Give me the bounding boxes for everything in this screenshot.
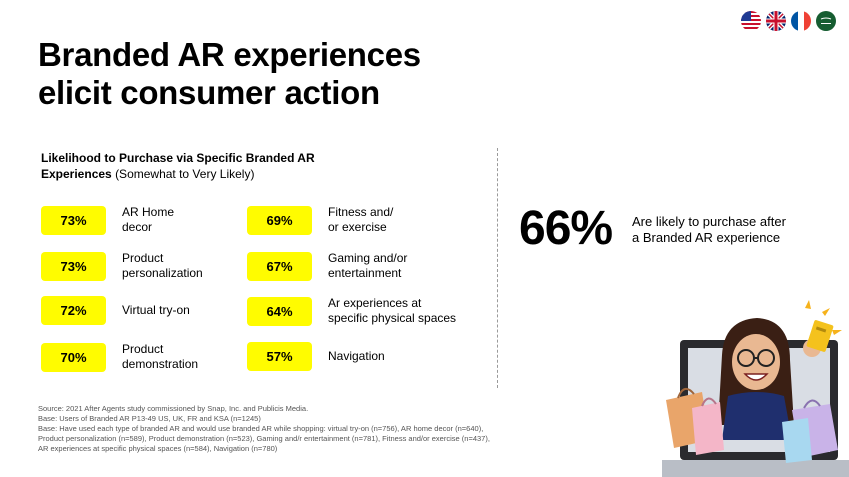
stat-label-line-2: specific physical spaces bbox=[328, 311, 457, 325]
headline-label: Are likely to purchase after a Branded A… bbox=[632, 214, 822, 246]
stat-item: 70% Product demonstration bbox=[41, 342, 198, 372]
chart-title-rest: (Somewhat to Very Likely) bbox=[115, 167, 255, 181]
laptop-base bbox=[662, 460, 849, 477]
headline-label-line-1: Are likely to purchase after bbox=[632, 214, 786, 229]
stat-item: 69% Fitness and/ or exercise bbox=[247, 205, 393, 235]
ksa-flag-icon bbox=[816, 11, 836, 31]
stat-value: 70% bbox=[41, 342, 106, 372]
source-line: Base: Users of Branded AR P13-49 US, UK,… bbox=[38, 414, 261, 423]
stat-item: 73% Product personalization bbox=[41, 251, 203, 281]
headline-label-line-2: a Branded AR experience bbox=[632, 230, 781, 245]
avatar-face bbox=[732, 334, 780, 390]
us-flag-icon bbox=[741, 11, 761, 31]
headline-value: 66% bbox=[519, 202, 613, 255]
stat-label: AR Home decor bbox=[122, 205, 174, 235]
stat-label-line-1: Fitness and/ bbox=[328, 205, 394, 219]
stat-item: 57% Navigation bbox=[247, 342, 385, 371]
stat-label-line-1: Ar experiences at bbox=[328, 296, 422, 310]
source-line: Base: Have used each type of branded AR … bbox=[38, 424, 484, 433]
dashed-divider bbox=[497, 148, 498, 388]
chart-title-bold: Likelihood to Purchase via Specific Bran… bbox=[41, 151, 315, 181]
stat-label: Gaming and/or entertainment bbox=[328, 251, 407, 281]
source-line: Product personalization (n=589), Product… bbox=[38, 434, 490, 443]
fr-flag-icon bbox=[791, 11, 811, 31]
source-line: AR experiences at specific physical spac… bbox=[38, 444, 278, 453]
stat-value: 73% bbox=[41, 205, 106, 235]
uk-flag-icon bbox=[766, 11, 786, 31]
stat-label-line-2: or exercise bbox=[328, 220, 387, 234]
stat-label-line-2: entertainment bbox=[328, 266, 402, 280]
page-title: Branded AR experiences elicit consumer a… bbox=[38, 36, 421, 112]
stat-label: Product personalization bbox=[122, 251, 203, 281]
stat-item: 73% AR Home decor bbox=[41, 205, 174, 235]
stat-label-line-2: decor bbox=[122, 220, 153, 234]
stat-label: Virtual try-on bbox=[122, 303, 190, 318]
stat-item: 67% Gaming and/or entertainment bbox=[247, 251, 407, 281]
source-line: Source: 2021 After Agents study commissi… bbox=[38, 404, 309, 413]
shopping-bag-icon bbox=[692, 402, 724, 455]
stat-label-line-1: Navigation bbox=[328, 349, 385, 363]
stat-value: 57% bbox=[247, 342, 312, 371]
stat-label-line-1: AR Home bbox=[122, 205, 175, 219]
stat-value: 64% bbox=[247, 296, 312, 326]
shopper-laptop-illustration bbox=[662, 300, 849, 477]
stat-label-line-1: Virtual try-on bbox=[122, 303, 190, 317]
stat-label: Product demonstration bbox=[122, 342, 198, 372]
stat-label-line-2: personalization bbox=[122, 266, 203, 280]
credit-card-icon bbox=[806, 320, 834, 352]
stat-label-line-2: demonstration bbox=[122, 357, 199, 371]
avatar-shirt bbox=[722, 392, 792, 440]
stat-value: 72% bbox=[41, 296, 106, 325]
country-flags bbox=[741, 11, 836, 31]
source-notes: Source: 2021 After Agents study commissi… bbox=[38, 404, 628, 454]
stat-label: Navigation bbox=[328, 349, 385, 364]
stat-label-line-1: Product bbox=[122, 342, 164, 356]
stat-label-line-1: Gaming and/or bbox=[328, 251, 408, 265]
title-line-2: elicit consumer action bbox=[38, 74, 380, 111]
shopping-bag-icon bbox=[782, 418, 812, 463]
stat-value: 73% bbox=[41, 251, 106, 281]
stat-item: 72% Virtual try-on bbox=[41, 296, 190, 325]
stat-value: 67% bbox=[247, 251, 312, 281]
stat-item: 64% Ar experiences at specific physical … bbox=[247, 296, 456, 326]
stat-label: Ar experiences at specific physical spac… bbox=[328, 296, 456, 326]
stat-label-line-1: Product bbox=[122, 251, 164, 265]
title-line-1: Branded AR experiences bbox=[38, 36, 421, 73]
stat-value: 69% bbox=[247, 205, 312, 235]
chart-title: Likelihood to Purchase via Specific Bran… bbox=[41, 150, 341, 182]
stat-label: Fitness and/ or exercise bbox=[328, 205, 393, 235]
